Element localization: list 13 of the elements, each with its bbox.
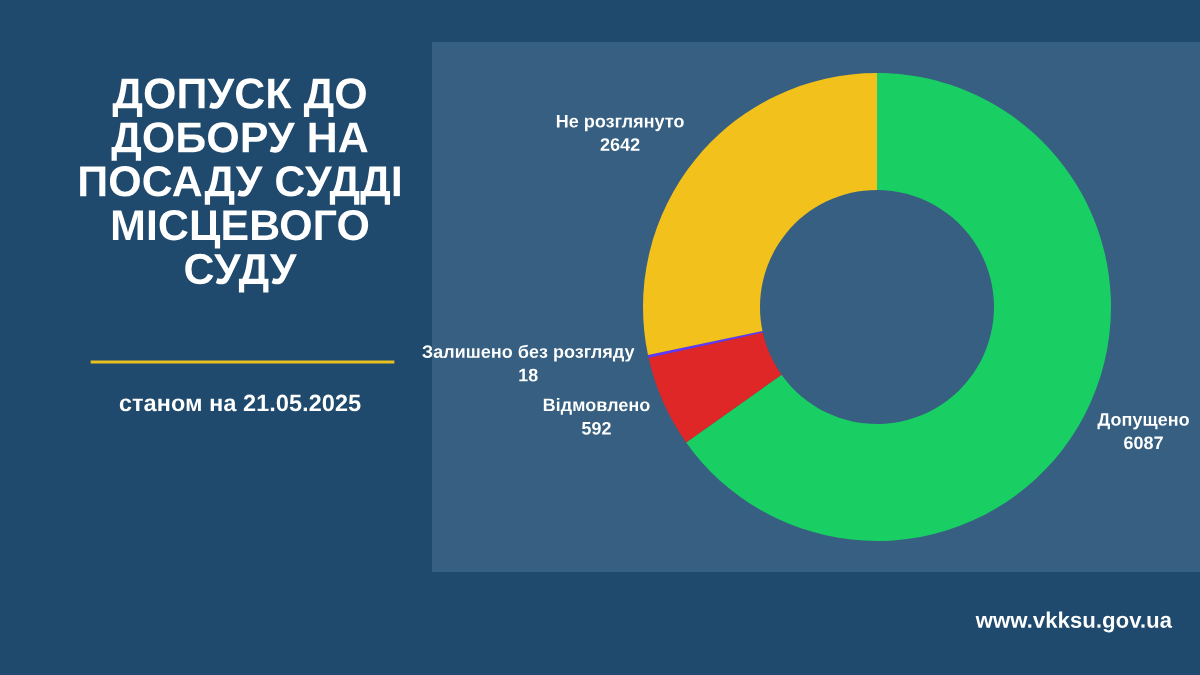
donut-slice	[647, 331, 763, 358]
text: ДОПУСК ДО ДОБОРУ НА ПОСАДУ СУДДІ МІСЦЕВОГО СУДУ	[80, 78, 400, 293]
slice-label: Допущено	[1097, 413, 1189, 430]
data-label: 18	[519, 368, 538, 382]
data-label: 592	[581, 421, 611, 435]
donut-slice	[648, 332, 782, 443]
data-label: 6087	[1124, 436, 1163, 450]
text: www.vkksu.gov.ua	[975, 611, 1173, 633]
text: станом на 21.05.2025	[119, 394, 361, 412]
slice-label: Залишено без розгляду	[422, 344, 635, 362]
data-label: 2642	[600, 138, 640, 151]
slice-label: Відмовлено	[543, 398, 650, 415]
slice-label: Не розглянуто	[556, 114, 684, 132]
